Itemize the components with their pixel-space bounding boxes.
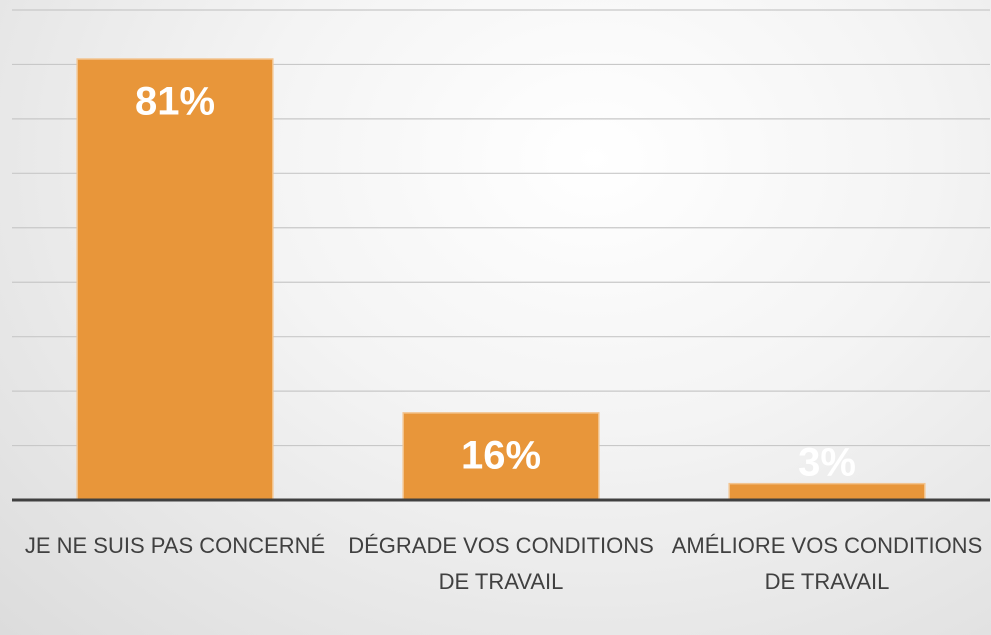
bar <box>76 58 274 501</box>
value-label: 16% <box>461 433 541 477</box>
bar <box>402 412 600 501</box>
x-tick-label: DÉGRADE VOS CONDITIONS DE TRAVAIL <box>348 533 654 594</box>
bar <box>728 482 926 501</box>
x-tick-label: AMÉLIORE VOS CONDITIONS DE TRAVAIL <box>671 533 983 594</box>
x-tick-label: JE NE SUIS PAS CONCERNÉ <box>24 533 326 558</box>
value-label: 81% <box>135 80 215 124</box>
value-label: 3% <box>798 441 856 485</box>
